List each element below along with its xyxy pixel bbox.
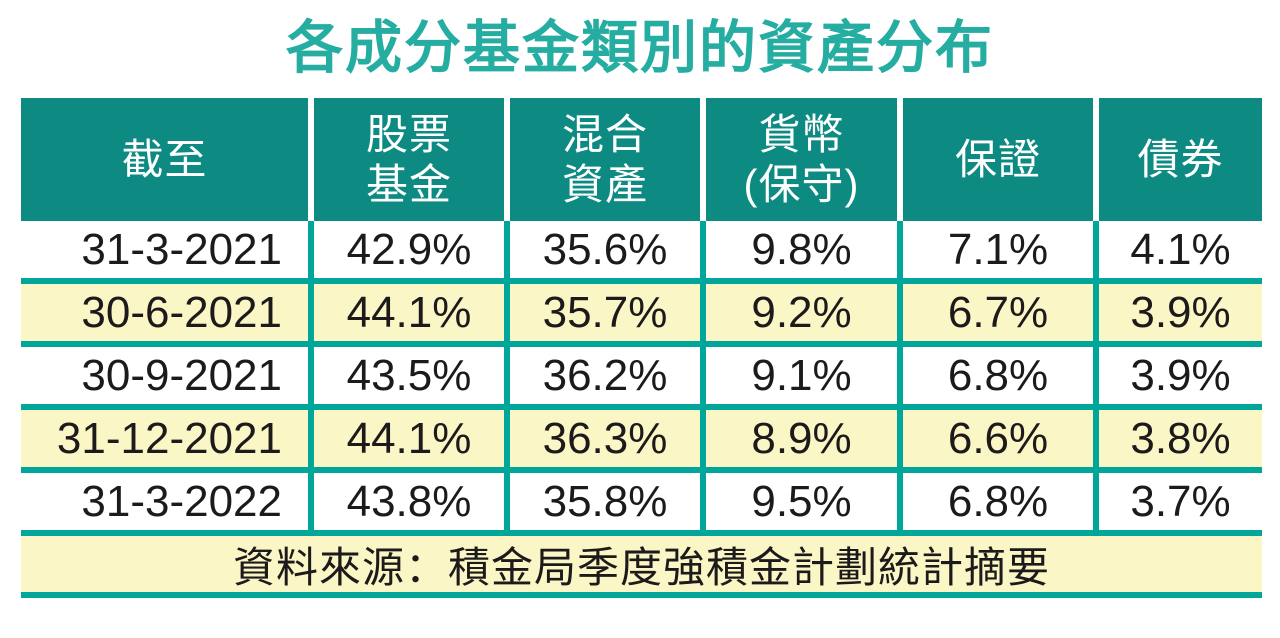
cell-date: 30-9-2021 (21, 347, 308, 404)
column-header-guaranteed: 保證 (903, 98, 1093, 221)
table-row: 30-9-2021 43.5% 36.2% 9.1% 6.8% 3.9% (21, 341, 1262, 404)
cell-equity: 43.5% (314, 347, 504, 404)
cell-equity: 42.9% (314, 221, 504, 278)
table-row: 30-6-2021 44.1% 35.7% 9.2% 6.7% 3.9% (21, 278, 1262, 341)
cell-bond: 4.1% (1099, 221, 1262, 278)
cell-mixed: 35.8% (510, 473, 700, 530)
cell-date: 31-3-2021 (21, 221, 308, 278)
cell-guaranteed: 6.6% (903, 410, 1093, 467)
cell-money: 9.1% (706, 347, 897, 404)
column-header-money-market: 貨幣 (保守) (706, 98, 897, 221)
cell-date: 31-3-2022 (21, 473, 308, 530)
table-row: 31-3-2021 42.9% 35.6% 9.8% 7.1% 4.1% (21, 221, 1262, 278)
cell-equity: 43.8% (314, 473, 504, 530)
column-header-as-at: 截至 (21, 98, 308, 221)
column-header-equity-fund: 股票 基金 (314, 98, 504, 221)
asset-distribution-table: 截至 股票 基金 混合 資產 貨幣 (保守) 保證 債券 (21, 98, 1262, 598)
table-row: 31-12-2021 44.1% 36.3% 8.9% 6.6% 3.8% (21, 404, 1262, 467)
cell-bond: 3.8% (1099, 410, 1262, 467)
cell-equity: 44.1% (314, 410, 504, 467)
column-header-mixed-assets: 混合 資產 (510, 98, 700, 221)
cell-money: 9.5% (706, 473, 897, 530)
cell-bond: 3.9% (1099, 347, 1262, 404)
table-header-row: 截至 股票 基金 混合 資產 貨幣 (保守) 保證 債券 (21, 98, 1262, 221)
cell-date: 30-6-2021 (21, 284, 308, 341)
cell-money: 8.9% (706, 410, 897, 467)
table-row: 31-3-2022 43.8% 35.8% 9.5% 6.8% 3.7% (21, 467, 1262, 530)
cell-guaranteed: 6.7% (903, 284, 1093, 341)
page-title: 各成分基金類別的資產分布 (286, 16, 994, 80)
cell-money: 9.8% (706, 221, 897, 278)
cell-mixed: 36.2% (510, 347, 700, 404)
cell-guaranteed: 7.1% (903, 221, 1093, 278)
cell-mixed: 36.3% (510, 410, 700, 467)
column-header-bond: 債券 (1099, 98, 1262, 221)
source-note: 資料來源：積金局季度強積金計劃統計摘要 (21, 530, 1262, 598)
cell-bond: 3.7% (1099, 473, 1262, 530)
asset-distribution-figure: 各成分基金類別的資產分布 截至 股票 基金 混合 資產 貨幣 (保守) 保證 (0, 14, 1280, 638)
cell-guaranteed: 6.8% (903, 473, 1093, 530)
cell-guaranteed: 6.8% (903, 347, 1093, 404)
cell-mixed: 35.7% (510, 284, 700, 341)
cell-bond: 3.9% (1099, 284, 1262, 341)
cell-money: 9.2% (706, 284, 897, 341)
cell-mixed: 35.6% (510, 221, 700, 278)
cell-equity: 44.1% (314, 284, 504, 341)
cell-date: 31-12-2021 (21, 410, 308, 467)
